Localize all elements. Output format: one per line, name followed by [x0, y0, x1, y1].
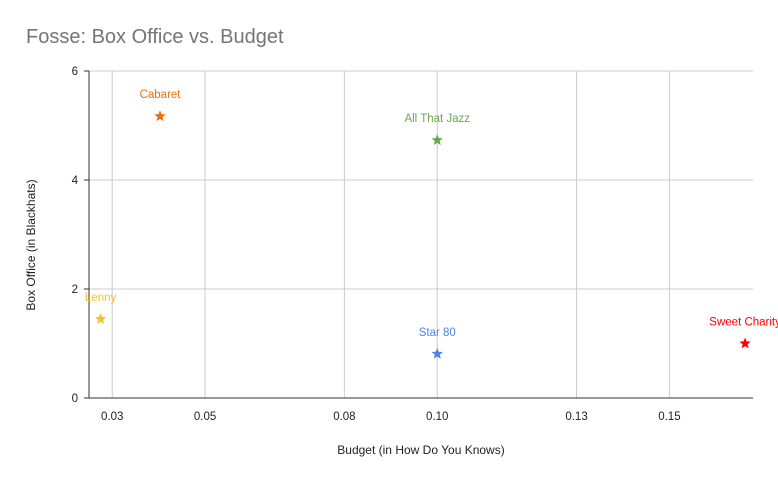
- point-label: Star 80: [419, 327, 456, 339]
- x-axis-label: Budget (in How Do You Knows): [337, 443, 504, 457]
- y-tick-label: 0: [72, 393, 78, 405]
- y-tick-label: 6: [72, 66, 78, 78]
- point-label: All That Jazz: [404, 113, 470, 125]
- y-axis-label: Box Office (in Blackhats): [24, 179, 38, 310]
- chart-title: Fosse: Box Office vs. Budget: [26, 26, 284, 48]
- axes: [84, 70, 753, 399]
- point-label: Lenny: [85, 292, 117, 304]
- y-tick-label: 2: [72, 284, 78, 296]
- x-tick-label: 0.08: [333, 411, 355, 423]
- data-points: Cabaret All That Jazz Lenny Star 80 Sweet Ch…: [85, 89, 778, 359]
- grid: [89, 70, 753, 398]
- x-tick-label: 0.03: [101, 411, 123, 423]
- star-marker: [431, 347, 443, 359]
- star-marker: [431, 134, 443, 146]
- x-tick-label: 0.15: [658, 411, 680, 423]
- star-marker: [739, 337, 751, 349]
- x-tick-label: 0.13: [565, 411, 587, 423]
- point-label: Sweet Charity: [709, 317, 778, 329]
- tick-labels: 0 2 4 6 0.03 0.05 0.08 0.10 0.13 0.15: [72, 66, 681, 423]
- x-tick-label: 0.05: [194, 411, 216, 423]
- point-label: Cabaret: [140, 89, 182, 101]
- y-tick-label: 4: [72, 175, 79, 187]
- star-marker: [154, 110, 166, 122]
- x-tick-label: 0.10: [426, 411, 448, 423]
- star-marker: [94, 312, 107, 324]
